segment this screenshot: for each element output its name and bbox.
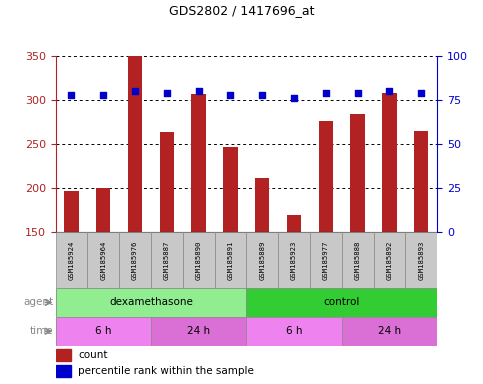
Text: GSM185964: GSM185964 <box>100 240 106 280</box>
Text: 6 h: 6 h <box>286 326 302 336</box>
Bar <box>246 288 437 317</box>
Bar <box>160 132 174 232</box>
Bar <box>223 147 238 232</box>
Bar <box>414 131 428 232</box>
Point <box>227 91 234 98</box>
Bar <box>278 232 310 288</box>
Bar <box>56 365 71 377</box>
Point <box>99 91 107 98</box>
Bar <box>342 317 437 346</box>
Bar <box>87 232 119 288</box>
Text: GSM185890: GSM185890 <box>196 240 201 280</box>
Text: GDS2802 / 1417696_at: GDS2802 / 1417696_at <box>169 4 314 17</box>
Point <box>354 90 361 96</box>
Point <box>385 88 393 94</box>
Text: 24 h: 24 h <box>378 326 401 336</box>
Text: GSM185924: GSM185924 <box>69 240 74 280</box>
Bar <box>151 232 183 288</box>
Bar <box>405 232 437 288</box>
Bar <box>56 317 151 346</box>
Text: GSM185976: GSM185976 <box>132 240 138 280</box>
Bar <box>246 317 342 346</box>
Bar <box>119 232 151 288</box>
Point <box>258 91 266 98</box>
Point <box>131 88 139 94</box>
Bar <box>319 121 333 232</box>
Bar <box>246 232 278 288</box>
Bar <box>214 232 246 288</box>
Point <box>68 91 75 98</box>
Bar <box>287 215 301 232</box>
Bar <box>64 191 79 232</box>
Text: GSM185923: GSM185923 <box>291 240 297 280</box>
Text: dexamethasone: dexamethasone <box>109 297 193 308</box>
Bar <box>191 94 206 232</box>
Text: 24 h: 24 h <box>187 326 210 336</box>
Bar <box>373 232 405 288</box>
Point <box>322 90 330 96</box>
Bar <box>128 56 142 232</box>
Bar <box>56 232 87 288</box>
Text: agent: agent <box>23 297 53 308</box>
Text: 6 h: 6 h <box>95 326 112 336</box>
Text: control: control <box>324 297 360 308</box>
Bar <box>151 317 246 346</box>
Bar <box>183 232 214 288</box>
Point <box>195 88 202 94</box>
Point <box>290 95 298 101</box>
Text: GSM185893: GSM185893 <box>418 240 424 280</box>
Text: GSM185888: GSM185888 <box>355 240 361 280</box>
Bar <box>310 232 342 288</box>
Bar <box>351 114 365 232</box>
Bar <box>342 232 373 288</box>
Bar <box>382 93 397 232</box>
Text: GSM185891: GSM185891 <box>227 240 233 280</box>
Point <box>163 90 170 96</box>
Bar <box>96 188 111 232</box>
Bar <box>255 177 270 232</box>
Text: percentile rank within the sample: percentile rank within the sample <box>78 366 255 376</box>
Point <box>417 90 425 96</box>
Text: GSM185887: GSM185887 <box>164 240 170 280</box>
Bar <box>56 349 71 361</box>
Text: GSM185892: GSM185892 <box>386 240 392 280</box>
Text: count: count <box>78 350 108 360</box>
Text: GSM185889: GSM185889 <box>259 240 265 280</box>
Bar <box>56 288 246 317</box>
Text: time: time <box>29 326 53 336</box>
Text: GSM185977: GSM185977 <box>323 240 329 280</box>
